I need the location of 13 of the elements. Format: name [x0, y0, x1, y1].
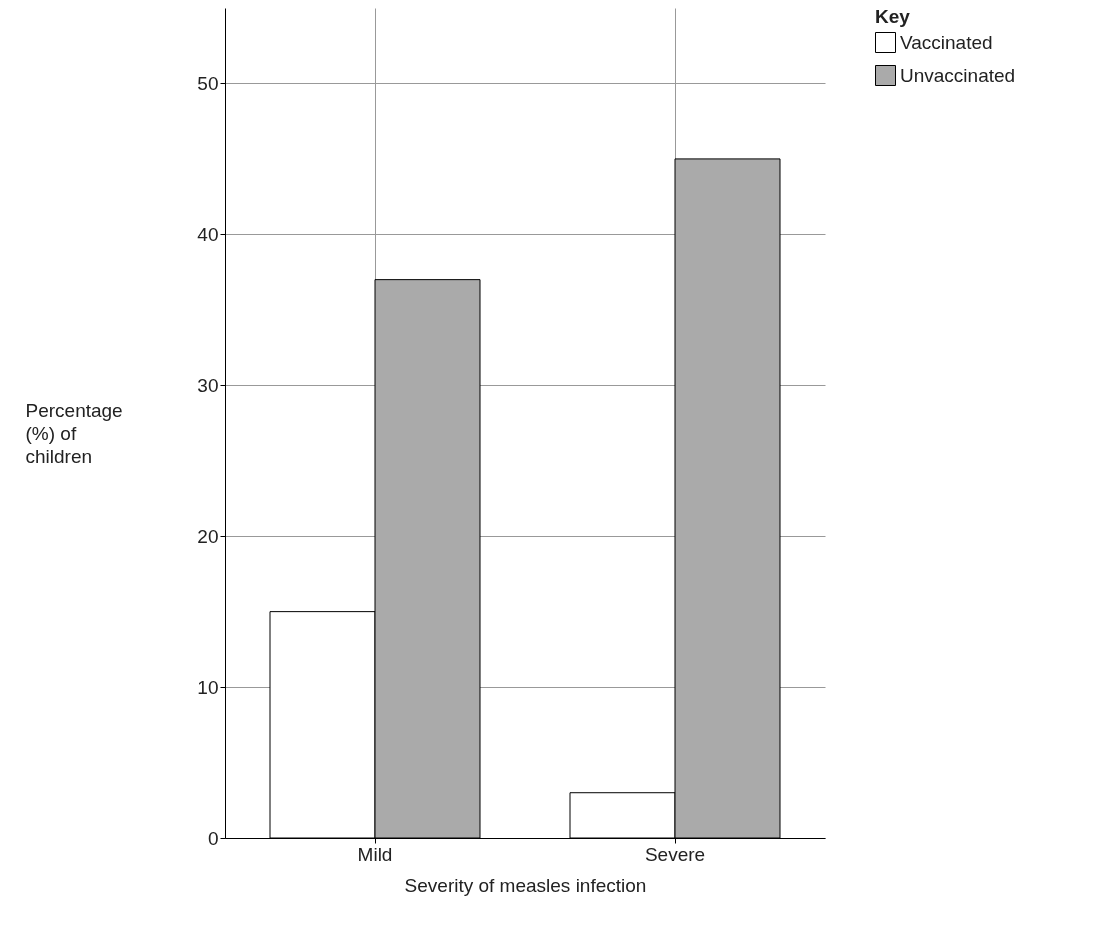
- legend-label: Unvaccinated: [900, 64, 1016, 86]
- y-axis-title: Percentage (%) of children: [25, 399, 123, 467]
- y-tick-label: 20: [197, 525, 219, 547]
- x-tick-label: Mild: [357, 843, 393, 865]
- y-tick-label: 30: [197, 374, 219, 396]
- y-tick-label: 0: [207, 827, 219, 849]
- legend-label: Vaccinated: [900, 31, 993, 53]
- x-tick-label: Severe: [644, 843, 706, 865]
- y-tick-label: 40: [197, 223, 219, 245]
- legend-title: Key: [875, 6, 911, 27]
- x-axis-title: Severity of measles infection: [404, 874, 647, 896]
- y-tick-label: 10: [197, 676, 219, 698]
- y-tick-label: 50: [197, 72, 219, 94]
